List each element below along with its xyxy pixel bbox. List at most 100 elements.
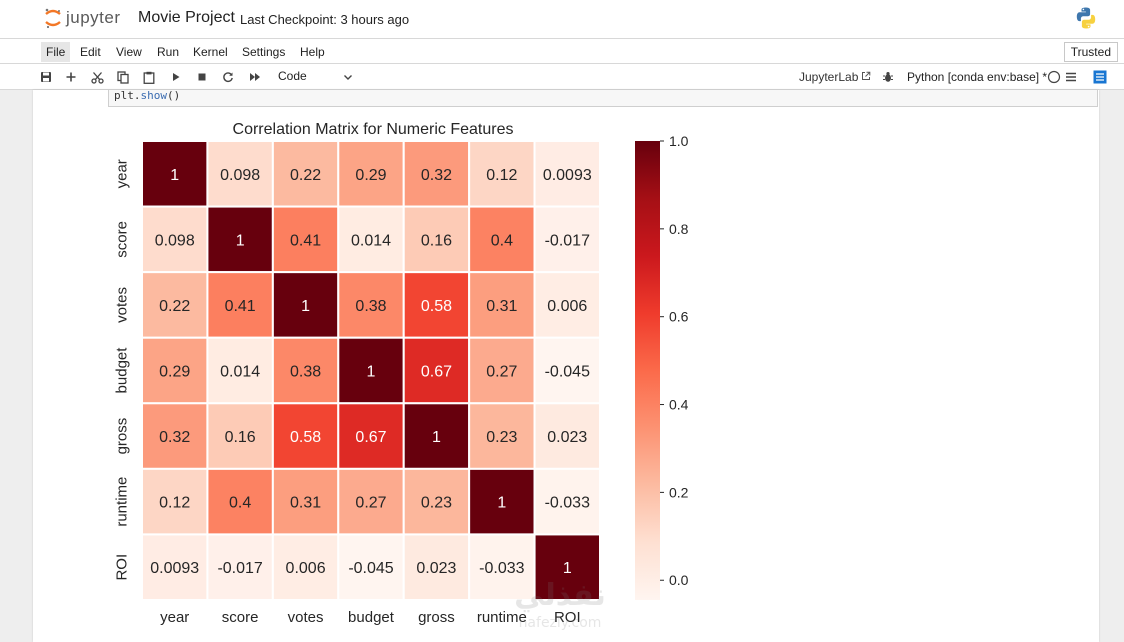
code-parens: () <box>167 89 181 102</box>
save-icon[interactable] <box>37 68 55 86</box>
heatmap-cell <box>141 205 209 274</box>
menu-icon[interactable] <box>1062 68 1080 86</box>
colorbar-ticks: 0.0 0.2 0.4 0.6 0.8 1.0 <box>660 133 689 588</box>
cell-annotation: 0.23 <box>421 495 452 512</box>
heatmap-cell <box>141 336 209 405</box>
cut-icon[interactable] <box>88 68 106 86</box>
run-icon[interactable] <box>167 68 185 86</box>
jupyter-logo-text: jupyter <box>66 8 121 27</box>
external-link-icon <box>862 71 871 80</box>
cell-annotation: 0.32 <box>159 429 190 446</box>
heatmap-cell <box>402 140 471 208</box>
y-tick-label: ROI <box>114 554 131 581</box>
cell-annotation: 0.29 <box>159 364 190 381</box>
cell-annotation: 0.38 <box>355 298 386 315</box>
colorbar-tick-label: 0.0 <box>669 572 689 588</box>
x-tick-label: votes <box>288 609 324 626</box>
cell-annotation: 0.32 <box>421 167 452 184</box>
debugger-icon[interactable] <box>879 68 897 86</box>
fast-forward-icon[interactable] <box>246 68 264 86</box>
heatmap-cell <box>468 271 536 339</box>
code-object: plt. <box>114 89 141 102</box>
y-tick-label: year <box>114 159 131 188</box>
colorbar-tick-label: 0.4 <box>669 397 689 413</box>
menu-help[interactable]: Help <box>300 45 325 59</box>
heatmap-cell <box>271 140 340 208</box>
cell-annotation: 0.12 <box>159 495 190 512</box>
notebook-title[interactable]: Movie Project <box>138 9 235 26</box>
menu-view[interactable]: View <box>116 45 142 59</box>
code-line: plt.show() <box>114 89 180 102</box>
jupyterlab-link[interactable]: JupyterLab <box>799 70 871 84</box>
heatmap-cell <box>141 271 209 339</box>
chevron-down-icon[interactable] <box>342 70 354 88</box>
cell-annotation: 0.58 <box>290 429 321 446</box>
correlation-heatmap: Correlation Matrix for Numeric Features … <box>114 121 689 626</box>
kernel-status-icon <box>1045 68 1063 86</box>
cell-annotation: -0.033 <box>545 495 590 512</box>
add-icon[interactable] <box>62 68 80 86</box>
menu-kernel[interactable]: Kernel <box>193 45 228 59</box>
cell-annotation: 0.38 <box>290 364 321 381</box>
cell-annotation: 0.12 <box>486 167 517 184</box>
heatmap-cell <box>141 402 209 470</box>
heatmap-cell <box>402 336 471 405</box>
cell-annotation: 0.023 <box>416 560 456 577</box>
y-tick-label: score <box>114 221 131 258</box>
cell-annotation: 0.098 <box>220 167 260 184</box>
heatmap-cell <box>141 467 209 536</box>
colorbar-tick-label: 1.0 <box>669 133 689 149</box>
heatmap-cell <box>468 533 536 601</box>
cell-annotation: 1 <box>432 429 441 446</box>
menu-run[interactable]: Run <box>157 45 180 59</box>
paste-icon[interactable] <box>140 68 158 86</box>
property-inspector-icon[interactable] <box>1091 68 1109 86</box>
cell-annotation: 0.22 <box>159 298 190 315</box>
cell-annotation: 0.41 <box>225 298 256 315</box>
cell-annotation: 0.006 <box>547 298 587 315</box>
cell-annotation: 0.014 <box>351 232 391 249</box>
kernel-name[interactable]: Python [conda env:base] * <box>907 70 1048 84</box>
heatmap-cell <box>402 467 471 536</box>
menu-settings[interactable]: Settings <box>242 45 286 59</box>
cell-annotation: -0.017 <box>217 560 262 577</box>
jupyter-logo[interactable]: jupyter <box>44 6 121 30</box>
heatmap-cell <box>402 533 471 601</box>
cell-annotation: 0.0093 <box>543 167 592 184</box>
cell-annotation: 1 <box>236 232 245 249</box>
cell-annotation: 0.67 <box>355 429 386 446</box>
cell-annotation: 1 <box>170 167 179 184</box>
chart-title: Correlation Matrix for Numeric Features <box>233 121 514 138</box>
cell-annotation: 0.67 <box>421 364 452 381</box>
x-tick-label: budget <box>348 609 395 626</box>
cell-annotation: 1 <box>367 364 376 381</box>
restart-icon[interactable] <box>219 68 237 86</box>
y-tick-label: runtime <box>114 477 131 527</box>
cell-annotation: 0.098 <box>155 232 195 249</box>
cell-annotation: 0.4 <box>229 495 251 512</box>
heatmap-cell <box>206 533 274 601</box>
python-logo <box>1074 6 1098 35</box>
cell-annotation: 0.16 <box>421 232 452 249</box>
trusted-indicator[interactable]: Trusted <box>1063 42 1118 62</box>
stop-icon[interactable] <box>193 68 211 86</box>
cell-annotation: 1 <box>563 560 572 577</box>
jupyter-logo-icon <box>45 8 61 29</box>
cell-annotation: -0.033 <box>479 560 524 577</box>
code-cell-input[interactable]: plt.show() <box>108 89 1098 107</box>
cell-annotation: 0.014 <box>220 364 260 381</box>
cell-annotation: 0.16 <box>225 429 256 446</box>
heatmap-cell <box>533 467 601 536</box>
heatmap-cell <box>337 402 405 470</box>
menu-edit[interactable]: Edit <box>80 45 101 59</box>
code-function: show <box>140 89 168 102</box>
cell-type-select[interactable]: Code <box>278 69 307 83</box>
colorbar-tick-label: 0.6 <box>669 309 689 325</box>
cell-annotation: 0.22 <box>290 167 321 184</box>
cell-annotation: 0.31 <box>486 298 517 315</box>
menu-file[interactable]: File <box>41 42 71 62</box>
python-logo-icon <box>1076 7 1096 29</box>
cell-annotation: 0.0093 <box>150 560 199 577</box>
cell-annotation: 0.41 <box>290 232 321 249</box>
copy-icon[interactable] <box>114 68 132 86</box>
